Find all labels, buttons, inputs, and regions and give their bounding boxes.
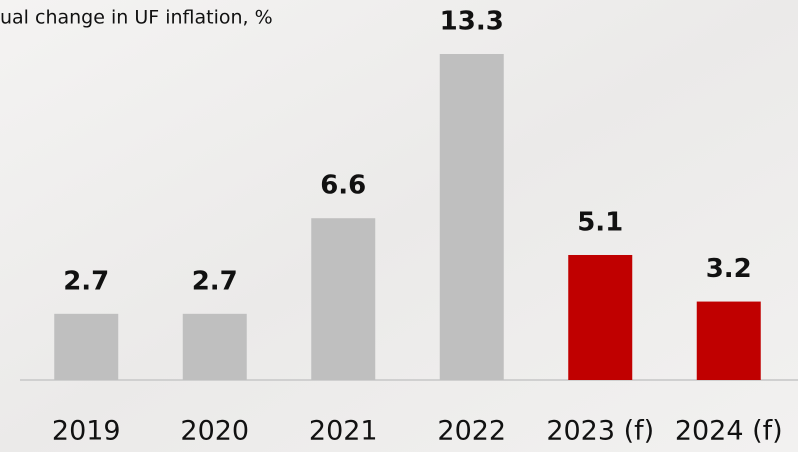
bar (696, 301, 761, 380)
bar (182, 313, 247, 380)
bar (54, 313, 119, 380)
value-label: 3.2 (706, 254, 752, 284)
bar (439, 54, 504, 380)
x-tick-label: 2024 (f) (675, 416, 783, 447)
bar (568, 254, 633, 380)
x-tick-label: 2019 (52, 416, 121, 447)
value-label: 6.6 (320, 171, 366, 201)
x-tick-label: 2020 (180, 416, 249, 447)
value-label: 5.1 (577, 207, 623, 237)
value-label: 2.7 (192, 266, 238, 296)
x-tick-label: 2022 (437, 416, 506, 447)
bar (311, 218, 376, 380)
x-tick-label: 2023 (f) (546, 416, 654, 447)
x-tick-label: 2021 (309, 416, 378, 447)
chart-title: ual change in UF inflation, % (0, 7, 273, 29)
value-label: 13.3 (440, 7, 504, 37)
value-label: 2.7 (63, 266, 109, 296)
